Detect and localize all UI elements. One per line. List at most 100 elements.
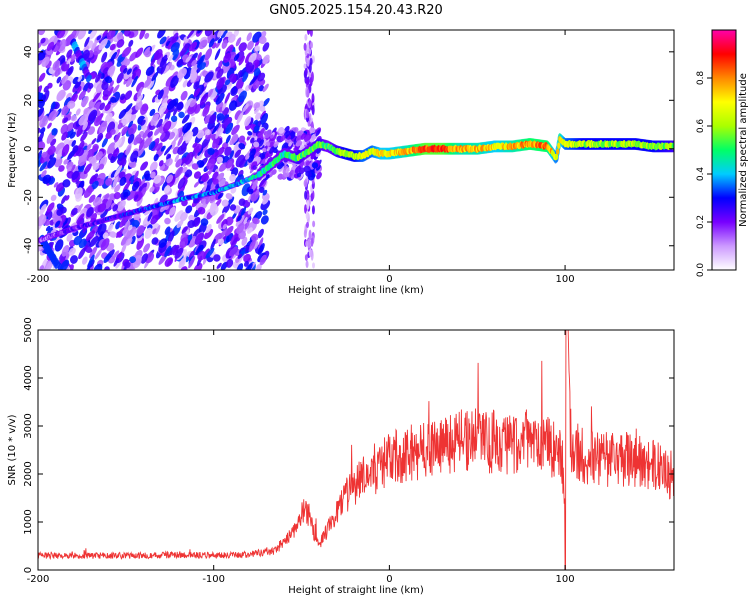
spectrogram-blob	[269, 170, 274, 178]
spectrogram-blob	[96, 35, 102, 41]
spectrogram-blob	[124, 220, 131, 231]
spectrogram-blob	[167, 230, 175, 243]
spectrogram-blob	[97, 203, 107, 213]
spectrogram-blob	[257, 72, 266, 82]
spectrogram-blob	[238, 90, 247, 103]
spectrogram-blob	[170, 75, 179, 88]
spectrogram-blob	[288, 169, 294, 178]
spectrogram-blob	[190, 70, 197, 83]
spectrogram-blob	[236, 222, 245, 235]
spectrogram-blob	[238, 135, 246, 144]
spectrogram-blob	[38, 30, 46, 36]
spectrogram-blob	[235, 215, 245, 227]
spectrogram-blob	[38, 72, 46, 82]
spectrogram-blob	[67, 100, 76, 109]
spectrogram-x-ticks: -200 -100 0 100	[27, 30, 575, 285]
spectrogram-blob	[300, 132, 306, 140]
spectrogram-blob	[176, 101, 184, 111]
spectrogram-blob	[88, 109, 98, 122]
x-tick-label: -200	[27, 274, 50, 285]
spectrogram-blob	[282, 171, 290, 178]
spectrogram-blob	[83, 163, 92, 175]
spectrogram-blob	[238, 198, 246, 206]
spectrogram-blob	[98, 163, 105, 170]
spectrogram-blob	[238, 142, 246, 150]
spectrogram-blob	[55, 182, 65, 192]
spectrogram-blob	[200, 218, 209, 226]
spectrogram-blob	[217, 192, 224, 200]
spectrogram-blob	[212, 178, 219, 185]
spectrogram-blob	[225, 192, 233, 200]
spectrogram-blob	[86, 143, 92, 151]
spectrogram-blob	[89, 175, 96, 185]
spectrogram-blob	[80, 131, 88, 142]
spectrogram-blob	[151, 237, 159, 245]
spectrogram-blob	[121, 126, 128, 135]
spectrogram-blob	[265, 141, 271, 147]
spectrogram-blob	[308, 48, 312, 55]
spectrogram-blob	[66, 233, 73, 242]
spectrogram-blob	[193, 75, 201, 84]
spectrogram-blob	[54, 239, 64, 252]
spectrogram-blob	[224, 79, 231, 86]
snr-plot-area	[38, 330, 674, 570]
spectrogram-blob	[159, 36, 167, 45]
spectrogram-blob	[110, 51, 118, 61]
spectrogram-blob	[258, 237, 264, 249]
spectrogram-blob	[114, 184, 121, 193]
spectrogram-blob	[221, 116, 233, 129]
spectrogram-blob	[120, 93, 126, 101]
spectrogram-blob	[210, 238, 216, 251]
spectrogram-blob	[254, 107, 260, 115]
spectrogram-blob	[197, 206, 206, 215]
spectrogram-blob	[250, 137, 255, 143]
spectrogram-blob	[132, 66, 138, 75]
spectrogram-blob	[199, 62, 207, 70]
spectrogram-blob	[66, 65, 74, 77]
spectrogram-blob	[65, 128, 74, 138]
spectrogram-blob	[88, 194, 96, 203]
spectrogram-blob	[164, 257, 174, 267]
colorbar-tick-label: 0.8	[696, 71, 706, 86]
spectrogram-blob	[84, 36, 90, 48]
spectrogram-blob	[117, 122, 123, 130]
spectrogram-blob	[309, 127, 316, 134]
spectrogram-blob	[296, 172, 302, 178]
spectrogram-blob	[171, 32, 179, 44]
spectrogram-blob	[184, 151, 194, 165]
spectrogram-blob	[136, 225, 145, 236]
x-tick-label: -100	[202, 274, 225, 285]
spectrogram-blob	[91, 145, 99, 153]
spectrogram-blob	[143, 243, 151, 253]
spectrogram-blob	[38, 51, 46, 61]
spectrogram-blob	[233, 30, 239, 37]
spectrogram-blob	[310, 151, 317, 160]
spectrogram-blob	[87, 82, 94, 90]
spectrogram-blob	[195, 244, 204, 256]
spectrogram-blob	[182, 80, 188, 88]
spectrogram-blob	[107, 65, 116, 76]
spectrogram-blob	[59, 259, 70, 270]
spectrogram-blob	[172, 30, 180, 35]
spectrogram-blob	[61, 144, 70, 157]
spectrogram-blob	[224, 225, 234, 237]
spectrogram-blob	[191, 163, 199, 170]
colorbar-gradient	[711, 29, 737, 271]
spectrogram-blob	[112, 204, 119, 212]
spectrogram-blob	[305, 221, 309, 229]
spectrogram-blob	[229, 246, 238, 257]
spectrogram-blob	[238, 55, 245, 66]
spectrogram-blob	[142, 128, 151, 140]
spectrogram-blob	[109, 43, 116, 51]
spectrogram-blob	[50, 194, 57, 202]
spectrogram-blob	[105, 112, 113, 123]
spectrogram-blob	[213, 254, 221, 262]
spectrogram-blob	[78, 90, 86, 101]
spectrogram-blob	[101, 81, 109, 90]
spectrogram-blob	[122, 67, 128, 74]
spectrogram-blob	[191, 126, 199, 137]
spectrogram-blob	[39, 161, 48, 172]
spectrogram-blob	[188, 214, 195, 222]
figure-title: GN05.2025.154.20.43.R20	[269, 3, 443, 18]
spectrogram-blob	[204, 114, 211, 124]
